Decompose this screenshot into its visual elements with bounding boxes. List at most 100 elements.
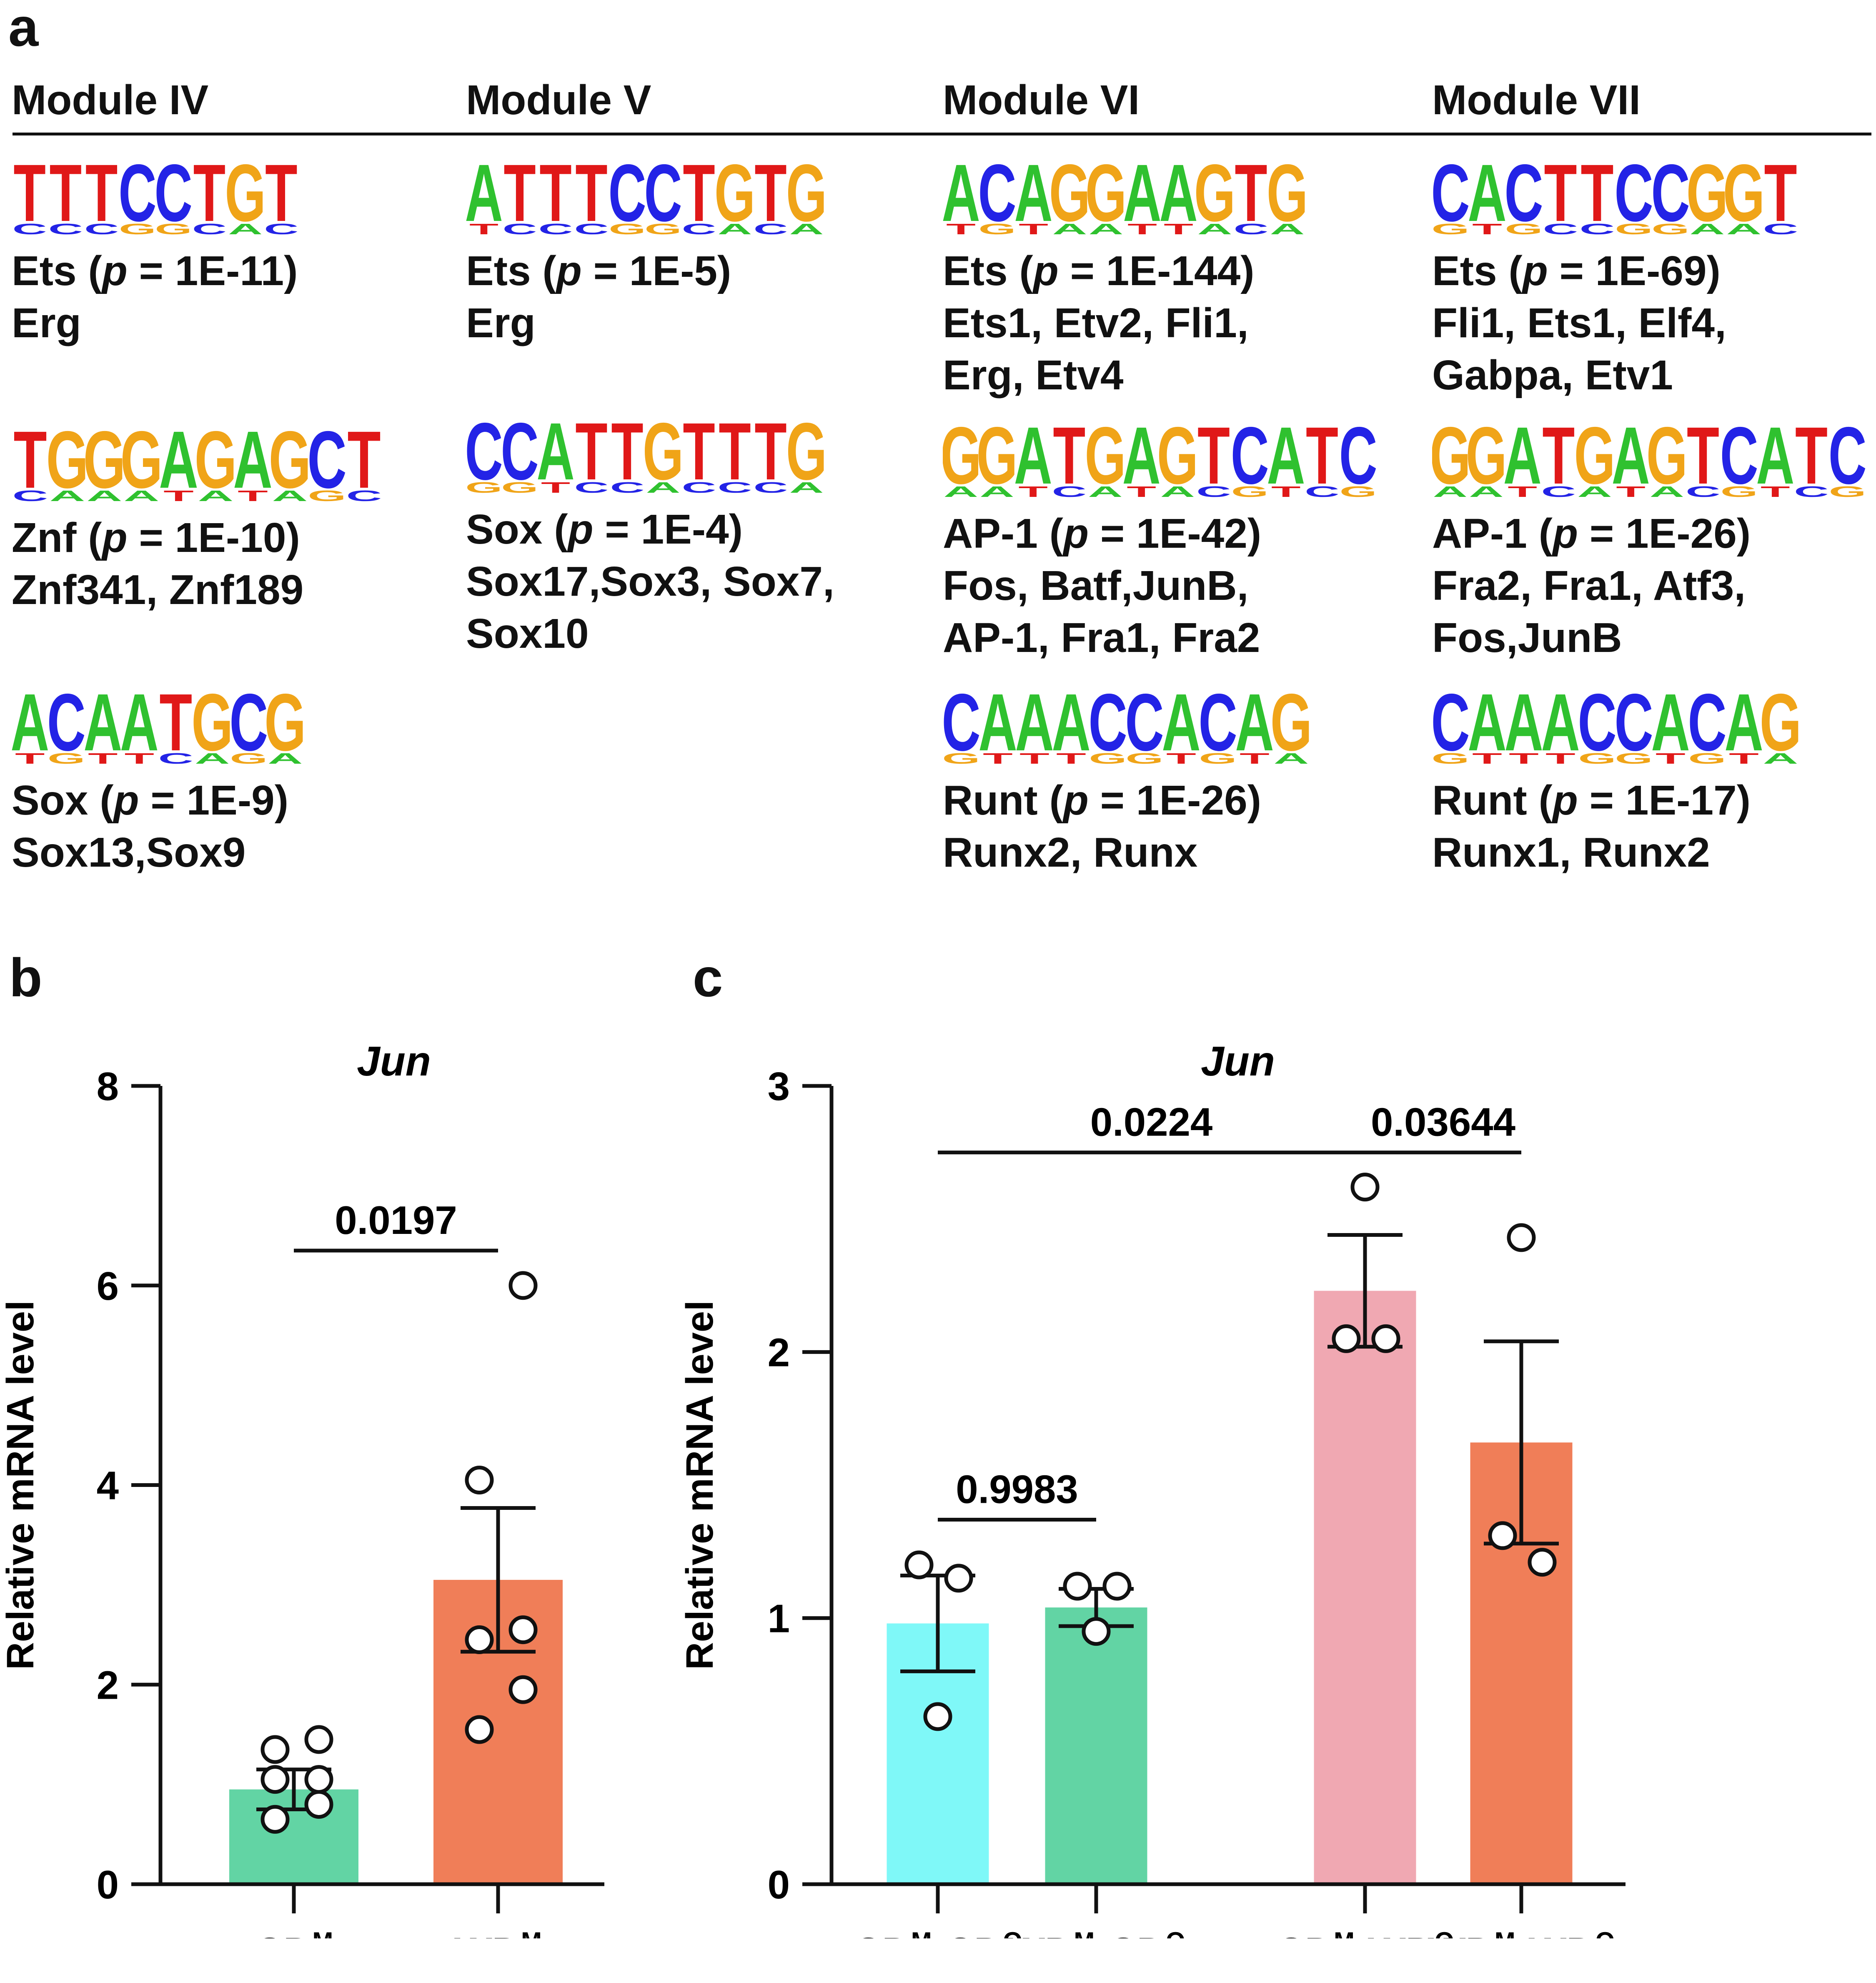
logo-letter: C	[307, 425, 347, 504]
data-point	[508, 1271, 538, 1300]
logo-letter: A	[1267, 421, 1305, 500]
logo-minor-letter: T	[1056, 750, 1086, 767]
logo-minor-letter: T	[1240, 750, 1270, 767]
data-point	[1082, 1617, 1111, 1646]
logo-letter: G	[1049, 158, 1090, 238]
motif-members: Fli1, Ets1, Elf4, Gabpa, Etv1	[1432, 300, 1726, 399]
logo-letter: G	[1270, 688, 1312, 767]
logo-letter: A	[1724, 688, 1763, 767]
logo-letter: A	[943, 158, 980, 238]
logo-letter: T	[575, 158, 607, 238]
motif-family: Sox (p = 1E-4)	[466, 506, 743, 553]
motif-family: Runt (p = 1E-26)	[943, 777, 1262, 824]
logo-letter: C	[118, 158, 157, 238]
logo-minor-letter: G	[1125, 750, 1163, 767]
logo-minor-letter: C	[1763, 221, 1798, 238]
logo-minor-letter: G	[1432, 221, 1470, 238]
x-tick-label: CDM-CDO	[853, 1927, 1022, 1938]
chart-b-jun-bar-chart: Jun Relative mRNA level 0 2 4 6 8 CDM WDM 0.0197	[0, 1038, 604, 1938]
logo-minor-letter: G	[119, 221, 156, 238]
data-point	[944, 1564, 973, 1593]
logo-letter: C	[943, 688, 981, 767]
data-point	[304, 1725, 333, 1754]
data-point	[304, 1765, 333, 1794]
data-point	[1488, 1521, 1517, 1550]
logo-letter: A	[12, 688, 49, 767]
logo-minor-letter: C	[503, 221, 537, 238]
logo-minor-letter: A	[944, 484, 978, 500]
logo-letter: A	[1504, 688, 1543, 767]
logo-minor-letter: G	[1340, 484, 1377, 500]
logo-minor-letter: A	[1160, 484, 1195, 500]
logo-letter: T	[539, 158, 571, 238]
logo-letter: T	[13, 158, 45, 238]
logo-minor-letter: C	[84, 221, 119, 238]
motif-members: Erg	[466, 300, 536, 346]
logo-letter: G	[120, 425, 163, 504]
chart-c-jun-bar-chart: Jun Relative mRNA level 0 1 2 3 CDM-CDOWDM-CDO…	[684, 1038, 1626, 1938]
logo-letter: T	[1544, 158, 1577, 238]
module-header-rule	[13, 133, 1871, 135]
logo-letter: A	[1468, 158, 1506, 238]
logo-letter: A	[1014, 158, 1052, 238]
logo-minor-letter: A	[124, 488, 160, 504]
logo-minor-letter: C	[192, 221, 227, 238]
data-point	[1350, 1173, 1380, 1202]
logo-minor-letter: C	[48, 221, 83, 238]
logo-letter: A	[1122, 421, 1161, 500]
logo-letter: A	[233, 425, 273, 504]
data-point	[1371, 1324, 1400, 1353]
logo-minor-letter: T	[1509, 750, 1539, 767]
logo-letter: G	[1574, 421, 1615, 500]
data-point	[304, 1790, 333, 1819]
x-tick-label: WDM-WDO	[1428, 1927, 1615, 1938]
logo-letter: T	[265, 158, 297, 238]
logo-minor-letter: C	[682, 479, 716, 496]
logo-minor-letter: G	[1231, 484, 1269, 500]
bar	[1314, 1291, 1416, 1884]
data-point	[465, 1466, 494, 1495]
logo-letter: G	[83, 425, 126, 504]
data-point	[508, 1615, 538, 1645]
logo-letter: G	[1157, 421, 1198, 500]
motif-family: Ets (p = 1E-144)	[943, 248, 1255, 294]
logo-letter: C	[1614, 688, 1653, 767]
logo-letter: C	[1720, 421, 1758, 500]
logo-letter: C	[1504, 158, 1543, 238]
logo-minor-letter: T	[1656, 750, 1686, 767]
logo-minor-letter: A	[87, 488, 123, 504]
data-point	[465, 1715, 494, 1744]
logo-minor-letter: T	[1761, 484, 1790, 500]
logo-minor-letter: A	[1270, 221, 1305, 238]
motif-family: AP-1 (p = 1E-42)	[943, 510, 1262, 557]
logo-letter: G	[269, 425, 311, 504]
logo-letter: T	[503, 158, 536, 238]
logo-minor-letter: A	[1726, 221, 1762, 238]
logo-minor-letter: A	[1274, 750, 1309, 767]
logo-letter: G	[225, 158, 266, 238]
logo-letter: G	[714, 158, 755, 238]
logo-minor-letter: A	[1197, 221, 1232, 238]
logo-letter: A	[1756, 421, 1794, 500]
logo-minor-letter: C	[346, 488, 382, 504]
logo-minor-letter: T	[1508, 484, 1537, 500]
logo-minor-letter: A	[1469, 484, 1503, 500]
logo-minor-letter: G	[1615, 221, 1653, 238]
logo-minor-letter: T	[541, 479, 570, 496]
logo-letter: G	[786, 158, 827, 238]
module-iv-header: Module IV	[12, 77, 209, 123]
logo-letter: T	[683, 417, 715, 496]
data-point	[1528, 1548, 1557, 1577]
logo-minor-letter: T	[983, 750, 1013, 767]
chart-title: Jun	[357, 1038, 431, 1085]
panel-label-c: c	[693, 947, 723, 1008]
logo-letter: A	[1612, 421, 1650, 500]
logo-letter: T	[575, 417, 607, 496]
logo-minor-letter: C	[718, 479, 752, 496]
